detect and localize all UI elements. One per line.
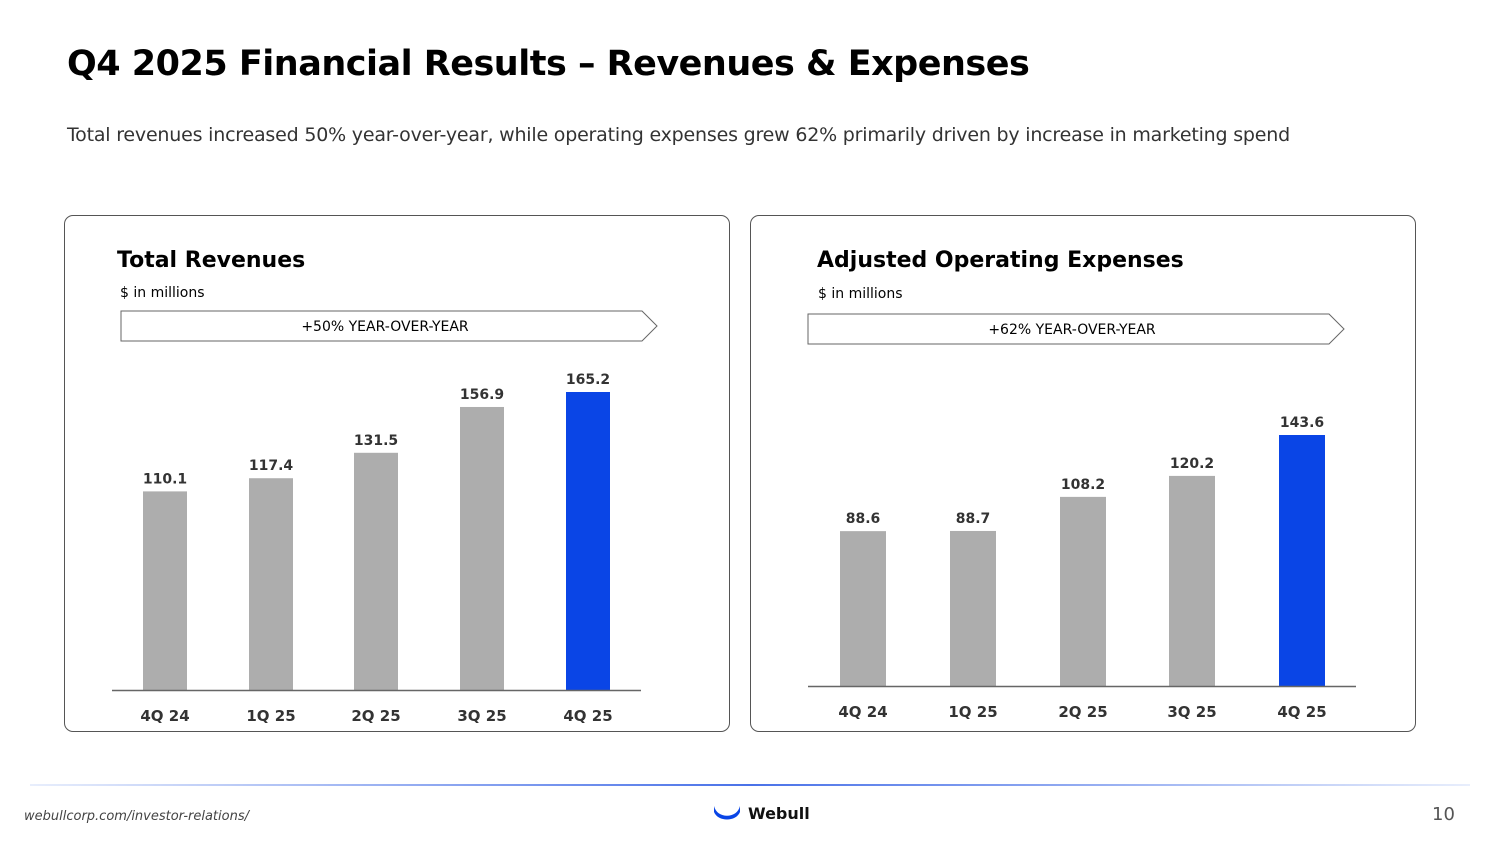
revenues-chart: Total Revenues $ in millions +50% YEAR-O… bbox=[112, 248, 658, 725]
bar-4q-25 bbox=[566, 392, 610, 690]
brand-name: Webull bbox=[748, 803, 810, 823]
value-label: 117.4 bbox=[249, 458, 294, 474]
value-label: 88.7 bbox=[956, 511, 991, 527]
x-tick-label: 4Q 25 bbox=[1277, 703, 1326, 721]
value-label: 120.2 bbox=[1170, 456, 1214, 472]
expenses-chart: Adjusted Operating Expenses $ in million… bbox=[807, 248, 1356, 721]
x-tick-label: 3Q 25 bbox=[457, 707, 506, 725]
value-label: 110.1 bbox=[143, 471, 187, 487]
value-label: 88.6 bbox=[846, 511, 881, 527]
footer-brand: Webull bbox=[712, 801, 810, 825]
bar-3q-25 bbox=[460, 406, 504, 690]
yoy-banner-text: +50% YEAR-OVER-YEAR bbox=[301, 319, 469, 335]
expenses-chart-panel: Adjusted Operating Expenses $ in million… bbox=[750, 215, 1416, 732]
chart-unit: $ in millions bbox=[818, 286, 903, 302]
bar-2q-25 bbox=[1060, 496, 1106, 686]
footer-divider bbox=[30, 784, 1470, 786]
bar-4q-24 bbox=[840, 531, 886, 686]
page-subtitle: Total revenues increased 50% year-over-y… bbox=[67, 124, 1290, 146]
page-number: 10 bbox=[1432, 804, 1455, 825]
bar-4q-25 bbox=[1279, 435, 1325, 686]
chart-title: Total Revenues bbox=[117, 248, 305, 273]
x-tick-label: 4Q 24 bbox=[140, 707, 189, 725]
bar-1q-25 bbox=[950, 530, 996, 686]
yoy-banner-arrow bbox=[120, 310, 658, 342]
x-tick-label: 4Q 24 bbox=[838, 703, 887, 721]
bar-2q-25 bbox=[354, 452, 398, 690]
value-label: 143.6 bbox=[1280, 415, 1324, 431]
revenues-chart-panel: Total Revenues $ in millions +50% YEAR-O… bbox=[64, 215, 730, 732]
yoy-banner-text: +62% YEAR-OVER-YEAR bbox=[988, 322, 1156, 338]
value-label: 131.5 bbox=[354, 433, 398, 449]
bar-4q-24 bbox=[143, 491, 187, 690]
value-label: 108.2 bbox=[1061, 477, 1105, 493]
x-tick-label: 2Q 25 bbox=[1058, 703, 1107, 721]
footer-url[interactable]: webullcorp.com/investor-relations/ bbox=[24, 809, 249, 824]
x-tick-label: 3Q 25 bbox=[1167, 703, 1216, 721]
value-label: 156.9 bbox=[460, 387, 504, 403]
x-tick-label: 2Q 25 bbox=[351, 707, 400, 725]
page-title: Q4 2025 Financial Results – Revenues & E… bbox=[67, 44, 1030, 84]
x-tick-label: 4Q 25 bbox=[563, 707, 612, 725]
value-label: 165.2 bbox=[566, 372, 610, 388]
yoy-banner-arrow bbox=[807, 313, 1345, 345]
x-tick-label: 1Q 25 bbox=[948, 703, 997, 721]
bar-3q-25 bbox=[1169, 475, 1215, 686]
chart-title: Adjusted Operating Expenses bbox=[817, 248, 1184, 273]
x-tick-label: 1Q 25 bbox=[246, 707, 295, 725]
bar-1q-25 bbox=[249, 478, 293, 690]
chart-unit: $ in millions bbox=[120, 285, 205, 301]
webull-logo-icon bbox=[714, 806, 740, 820]
